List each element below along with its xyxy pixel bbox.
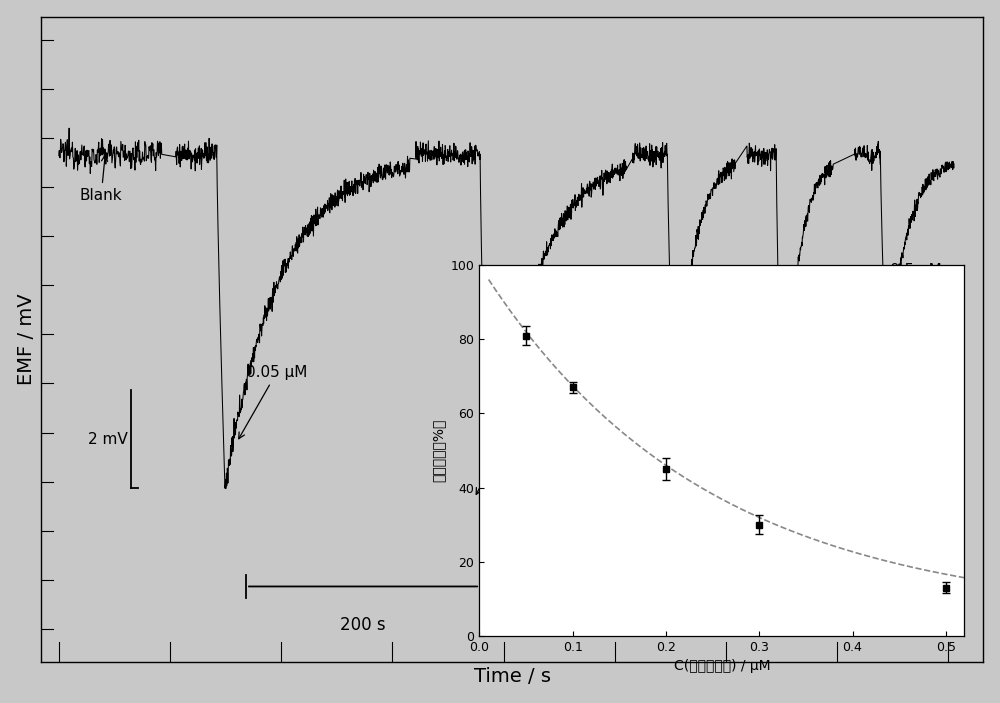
Text: 200 s: 200 s <box>340 616 386 634</box>
Text: 0.5 μM: 0.5 μM <box>878 264 941 331</box>
Text: Blank: Blank <box>80 155 122 203</box>
Text: 2 mV: 2 mV <box>88 432 128 446</box>
Y-axis label: EMF / mV: EMF / mV <box>17 293 36 385</box>
Text: 0.1 μM: 0.1 μM <box>476 398 549 494</box>
Text: 0.2 μM: 0.2 μM <box>646 325 698 399</box>
Text: 0.3 μM: 0.3 μM <box>761 342 813 419</box>
Text: 0.05 μM: 0.05 μM <box>239 365 307 439</box>
X-axis label: Time / s: Time / s <box>474 667 551 686</box>
